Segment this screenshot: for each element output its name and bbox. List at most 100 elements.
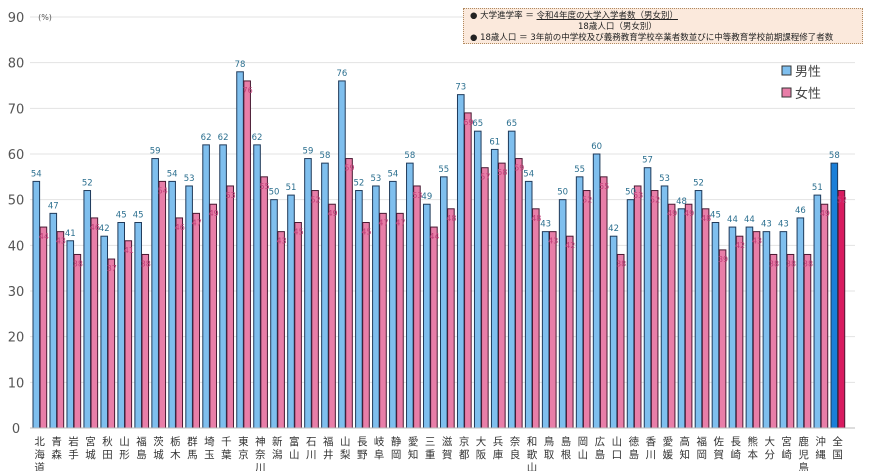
x-tick-label: 福井 (323, 435, 334, 461)
bar-male (236, 71, 244, 429)
x-tick-label: 長野 (357, 436, 368, 461)
bar-male (711, 222, 720, 429)
bar-male (796, 217, 805, 429)
x-tick-label: 群馬 (187, 435, 198, 461)
data-label-male: 65 (472, 119, 483, 129)
data-label-male: 50 (625, 188, 636, 198)
data-label-male: 42 (99, 224, 110, 234)
data-label-male: 76 (337, 69, 348, 79)
x-tick-label: 秋田 (102, 435, 113, 461)
data-label-female: 43 (277, 237, 287, 246)
bar-female (73, 253, 82, 429)
bar-female (515, 158, 523, 429)
data-label-male: 47 (48, 201, 59, 211)
bar-female (107, 258, 116, 429)
data-label-male: 53 (659, 174, 670, 184)
x-tick-label: 福岡 (697, 435, 708, 461)
data-label-female: 38 (786, 259, 796, 268)
data-label-male: 43 (540, 220, 551, 230)
x-tick-label: 高知 (680, 435, 691, 461)
bar-female (650, 190, 659, 429)
x-tick-label: 熊本 (747, 435, 758, 461)
bar-female (701, 208, 710, 429)
data-label-male: 45 (133, 211, 144, 221)
note-line1-denominator: 18歳人口（男女別） (578, 22, 657, 32)
bar-female (735, 235, 744, 429)
data-label-male: 62 (218, 133, 229, 143)
legend-swatch-female (781, 87, 792, 98)
bar-male (168, 180, 176, 429)
x-tick-label: 鹿児島 (798, 435, 809, 471)
data-label-female: 43 (548, 237, 558, 246)
data-label-male: 52 (353, 179, 364, 189)
bar-male (355, 190, 363, 429)
bar-male (219, 144, 227, 429)
bar-male (541, 231, 550, 429)
data-label-female: 45 (293, 228, 303, 237)
bar-male (134, 222, 142, 429)
data-label-female: 49 (667, 209, 677, 218)
x-tick-label: 山梨 (340, 436, 351, 461)
data-label-female: 55 (599, 182, 609, 191)
bar-female (582, 190, 591, 429)
data-label-female: 49 (684, 209, 694, 218)
legend-label-female: 女性 (795, 86, 821, 102)
bar-female (684, 203, 693, 429)
bar-female (464, 112, 472, 429)
legend-swatch-male (781, 65, 792, 76)
bar-male (677, 208, 686, 429)
data-label-male: 62 (201, 133, 212, 143)
data-label-female: 45 (361, 228, 371, 237)
bar-male (558, 199, 567, 429)
data-label-female: 69 (463, 118, 473, 127)
data-label-male: 49 (421, 192, 432, 202)
x-tick-label: 広島 (595, 435, 606, 461)
data-label-female: 46 (90, 223, 100, 232)
x-tick-label: 大分 (764, 435, 775, 461)
data-label-male: 44 (744, 215, 755, 225)
bar-male (32, 180, 41, 429)
data-label-male: 55 (438, 165, 449, 175)
bar-female (413, 185, 421, 429)
x-tick-label: 全国 (832, 435, 843, 461)
bar-female (90, 217, 99, 429)
data-label-male: 54 (523, 169, 534, 179)
x-tick-label: 滋賀 (442, 435, 453, 461)
data-label-female: 53 (633, 191, 643, 200)
data-label-male: 52 (693, 179, 704, 189)
data-label-female: 38 (803, 259, 813, 268)
data-label-male: 57 (642, 156, 653, 166)
bar-female (39, 226, 48, 429)
x-tick-label: 長崎 (730, 436, 741, 461)
bar-female (345, 158, 353, 429)
x-tick-label: 香川 (646, 436, 657, 461)
y-tick-label: 40 (8, 239, 25, 254)
data-label-male: 59 (303, 147, 314, 157)
x-tick-label: 和歌山 (527, 436, 538, 471)
data-label-female: 43 (752, 237, 762, 246)
note-line2: ● 18歳人口 ＝ 3年前の中学校及び義務教育学校卒業者数並びに中等教育学校前期… (470, 33, 834, 43)
bar-female (481, 167, 489, 429)
data-label-male: 42 (608, 224, 619, 234)
data-label-male: 54 (387, 169, 398, 179)
bar-male (643, 167, 652, 429)
bar-male (321, 162, 329, 429)
bar-female (786, 253, 795, 429)
x-tick-label: 大阪 (476, 435, 487, 461)
bar-male (202, 144, 210, 429)
note-line1-numerator: 令和4年度の大学入学者数（男女別） (536, 11, 678, 21)
bar-female (633, 185, 642, 429)
bar-female (803, 253, 812, 429)
bar-male (507, 130, 516, 429)
y-tick-label: 20 (8, 331, 25, 346)
data-label-male: 65 (506, 119, 517, 129)
bar-female (565, 235, 574, 429)
data-label-male: 59 (150, 147, 161, 157)
y-tick-label: 80 (8, 57, 25, 72)
x-tick-label: 富山 (289, 435, 300, 461)
data-label-female: 48 (446, 214, 456, 223)
bar-female (379, 212, 387, 429)
data-label-female: 47 (192, 218, 202, 227)
data-label-male: 52 (82, 179, 93, 189)
data-label-female: 42 (735, 241, 745, 250)
